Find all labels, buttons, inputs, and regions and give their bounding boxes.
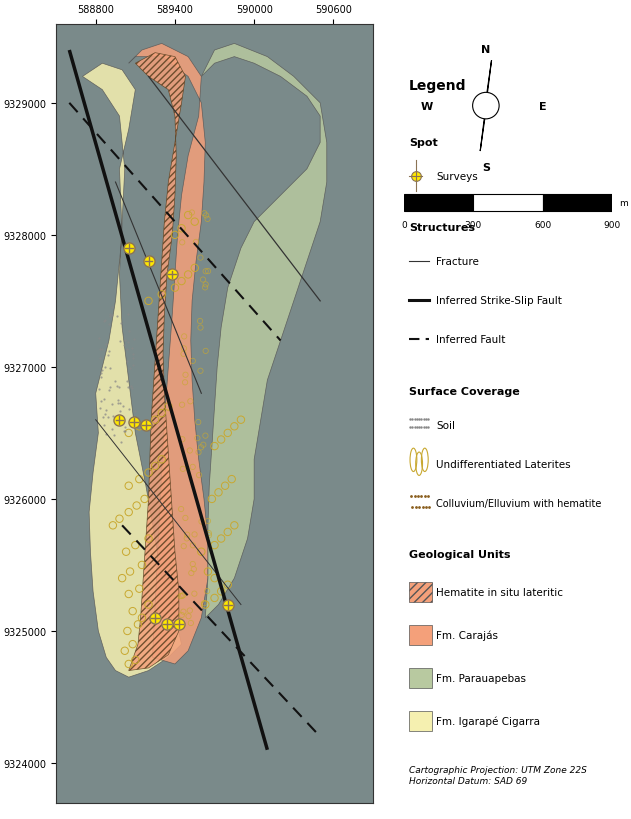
FancyBboxPatch shape xyxy=(409,582,432,603)
Bar xyxy=(473,195,543,211)
Bar xyxy=(543,195,612,211)
Text: 300: 300 xyxy=(464,221,482,230)
FancyBboxPatch shape xyxy=(409,625,432,645)
Polygon shape xyxy=(486,61,492,106)
Text: Geological Units: Geological Units xyxy=(409,550,510,559)
Text: Soil: Soil xyxy=(436,420,455,430)
Text: Inferred Fault: Inferred Fault xyxy=(436,335,505,345)
Bar xyxy=(404,195,473,211)
Text: Inferred Strike-Slip Fault: Inferred Strike-Slip Fault xyxy=(436,296,562,305)
Text: Legend: Legend xyxy=(409,79,466,93)
Text: Spot: Spot xyxy=(409,138,438,147)
Text: Undifferentiated Laterites: Undifferentiated Laterites xyxy=(436,459,571,469)
Polygon shape xyxy=(486,101,492,112)
Text: 900: 900 xyxy=(603,221,621,230)
Text: Fm. Parauapebas: Fm. Parauapebas xyxy=(436,673,526,683)
Text: Structures: Structures xyxy=(409,223,475,233)
Polygon shape xyxy=(480,101,492,112)
Text: m: m xyxy=(619,199,628,207)
Text: Cartographic Projection: UTM Zone 22S
Horizontal Datum: SAD 69: Cartographic Projection: UTM Zone 22S Ho… xyxy=(409,765,587,785)
Polygon shape xyxy=(129,44,208,664)
Polygon shape xyxy=(201,44,327,618)
Text: E: E xyxy=(539,102,546,111)
Circle shape xyxy=(473,93,499,120)
Text: 0: 0 xyxy=(401,221,407,230)
Text: N: N xyxy=(481,45,490,56)
Polygon shape xyxy=(83,64,182,677)
Text: Fm. Carajás: Fm. Carajás xyxy=(436,630,498,640)
FancyBboxPatch shape xyxy=(409,668,432,688)
Text: 600: 600 xyxy=(534,221,551,230)
Text: Surveys: Surveys xyxy=(436,171,478,181)
Polygon shape xyxy=(480,106,486,152)
Text: Surface Coverage: Surface Coverage xyxy=(409,387,520,396)
FancyBboxPatch shape xyxy=(409,711,432,731)
Text: Hematite in situ lateritic: Hematite in situ lateritic xyxy=(436,587,563,598)
Text: Fracture: Fracture xyxy=(436,257,479,267)
Polygon shape xyxy=(129,53,186,671)
Text: Colluvium/Elluvium with hematite: Colluvium/Elluvium with hematite xyxy=(436,498,601,508)
Text: S: S xyxy=(482,163,490,173)
Text: W: W xyxy=(421,102,433,111)
Text: Fm. Igarapé Cigarra: Fm. Igarapé Cigarra xyxy=(436,716,540,726)
